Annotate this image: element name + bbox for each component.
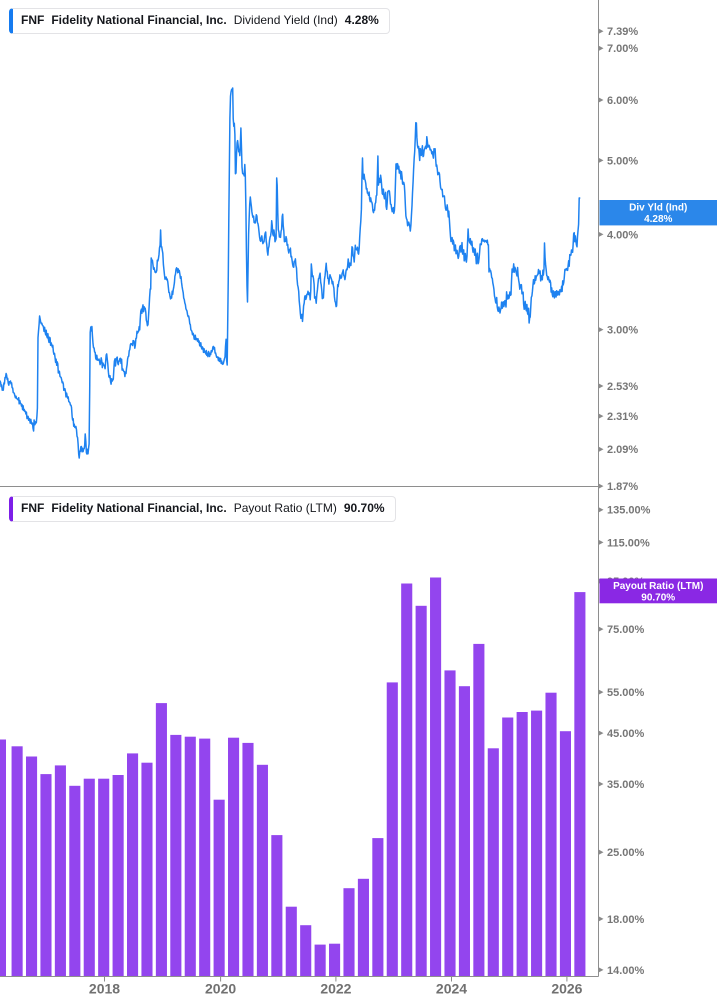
svg-text:90.70%: 90.70% (641, 593, 675, 604)
svg-text:2026: 2026 (551, 981, 582, 997)
svg-text:75.00%: 75.00% (607, 624, 645, 636)
svg-text:2018: 2018 (89, 981, 120, 997)
svg-text:135.00%: 135.00% (607, 505, 651, 517)
svg-text:25.00%: 25.00% (607, 847, 645, 859)
svg-text:2024: 2024 (436, 981, 467, 997)
svg-text:18.00%: 18.00% (607, 914, 645, 926)
svg-text:2.09%: 2.09% (607, 444, 638, 456)
svg-text:7.39%: 7.39% (607, 26, 638, 38)
svg-text:Div Yld (Ind): Div Yld (Ind) (629, 203, 687, 214)
svg-text:35.00%: 35.00% (607, 779, 645, 791)
svg-text:Payout Ratio (LTM): Payout Ratio (LTM) (613, 581, 703, 592)
svg-text:5.00%: 5.00% (607, 155, 638, 167)
svg-text:55.00%: 55.00% (607, 687, 645, 699)
svg-text:2.31%: 2.31% (607, 411, 638, 423)
svg-text:14.00%: 14.00% (607, 965, 645, 977)
svg-text:115.00%: 115.00% (607, 537, 650, 549)
svg-text:2022: 2022 (320, 981, 351, 997)
svg-text:45.00%: 45.00% (607, 728, 645, 740)
svg-text:4.00%: 4.00% (607, 229, 638, 241)
svg-text:2.53%: 2.53% (607, 381, 638, 393)
svg-text:6.00%: 6.00% (607, 95, 638, 107)
svg-text:2020: 2020 (205, 981, 236, 997)
svg-text:7.00%: 7.00% (607, 43, 638, 55)
svg-text:4.28%: 4.28% (644, 214, 672, 225)
svg-text:3.00%: 3.00% (607, 325, 638, 337)
svg-text:1.87%: 1.87% (607, 481, 638, 493)
